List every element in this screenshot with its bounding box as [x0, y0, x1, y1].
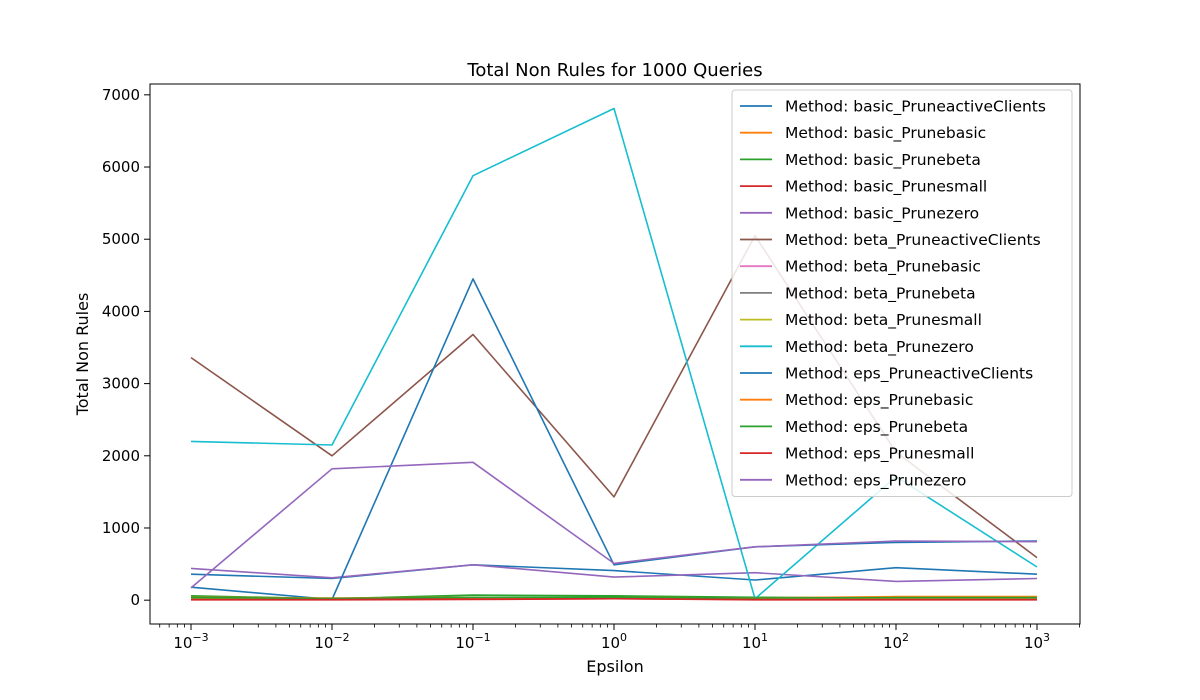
y-tick-label: 0 [130, 591, 140, 609]
x-tick-label: 10−2 [314, 631, 349, 652]
x-axis-label: Epsilon [586, 657, 643, 676]
x-tick-label: 103 [1024, 631, 1050, 652]
series-line-4 [190, 563, 1038, 583]
legend-label: Method: beta_Prunebeta [785, 284, 976, 303]
legend: Method: basic_PruneactiveClients Method: … [731, 89, 1073, 497]
x-tick-label: 102 [883, 631, 909, 652]
legend-label: Method: basic_Prunebasic [785, 124, 986, 143]
legend-label: Method: eps_PruneactiveClients [785, 365, 1033, 384]
legend-box [731, 89, 1073, 497]
legend-label: Method: basic_Prunezero [785, 204, 979, 223]
y-tick-label: 4000 [102, 302, 140, 320]
legend-label: Method: beta_Prunesmall [785, 311, 982, 330]
y-tick-label: 3000 [102, 375, 140, 393]
legend-label: Method: eps_Prunesmall [785, 445, 974, 464]
legend-label: Method: eps_Prunezero [785, 471, 966, 490]
y-tick-label: 2000 [102, 447, 140, 465]
legend-label: Method: beta_Prunebasic [785, 258, 981, 277]
series-line-12 [190, 596, 1037, 600]
y-tick-label: 7000 [102, 86, 140, 104]
x-tick-label: 101 [742, 631, 768, 652]
x-tick-label: 10−1 [455, 631, 490, 652]
series-line-14 [190, 461, 1038, 589]
x-tick-label: 10−3 [173, 631, 208, 652]
plot-frame [149, 83, 1081, 625]
legend-label: Method: beta_PruneactiveClients [785, 231, 1041, 250]
y-tick-label: 1000 [102, 519, 140, 537]
series-line-13 [191, 597, 1037, 601]
legend-label: Method: basic_Prunebeta [785, 151, 981, 170]
legend-label: Method: eps_Prunebeta [785, 418, 968, 437]
y-axis: 0 1000 2000 3000 4000 5000 6000 7000 [102, 86, 150, 609]
chart-title: Total Non Rules for 1000 Queries [466, 60, 762, 81]
y-tick-label: 5000 [102, 230, 140, 248]
x-tick-label: 100 [601, 631, 627, 652]
legend-label: Method: basic_Prunesmall [785, 178, 987, 197]
legend-label: Method: basic_PruneactiveClients [785, 98, 1046, 117]
legend-label: Method: beta_Prunezero [785, 338, 974, 357]
y-tick-label: 6000 [102, 158, 140, 176]
legend-label: Method: eps_Prunebasic [785, 391, 973, 410]
y-axis-label: Total Non Rules [73, 293, 92, 417]
x-axis: 10−3 10−2 10−1 100 101 102 103 [159, 624, 1080, 652]
